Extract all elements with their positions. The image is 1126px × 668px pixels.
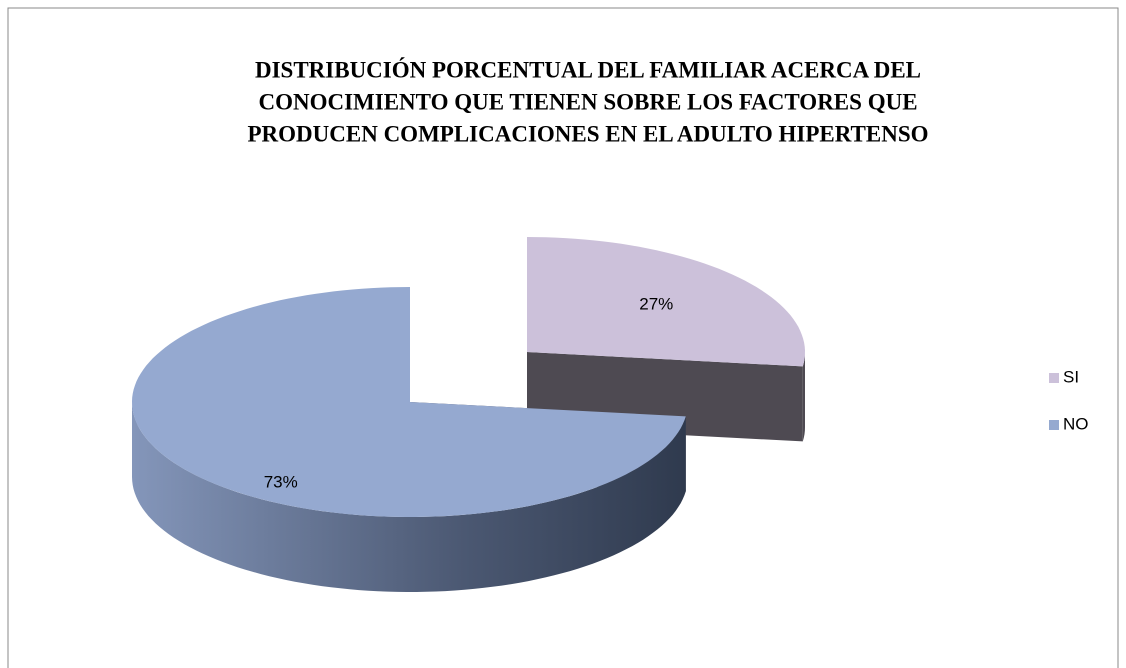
chart-title: PRODUCEN COMPLICACIONES EN EL ADULTO HIP… (247, 121, 928, 146)
slice-side (802, 352, 805, 442)
pie-slice (527, 237, 805, 367)
data-label: 73% (264, 472, 298, 491)
slice-side (132, 402, 686, 592)
legend-swatch (1049, 373, 1059, 383)
pie-slice (132, 287, 686, 517)
data-label: 27% (639, 294, 673, 313)
legend-label: NO (1063, 414, 1089, 433)
legend-swatch (1049, 420, 1059, 430)
chart-title: DISTRIBUCIÓN PORCENTUAL DEL FAMILIAR ACE… (255, 56, 921, 82)
chart-frame (7, 7, 1119, 668)
chart-title: CONOCIMIENTO QUE TIENEN SOBRE LOS FACTOR… (258, 89, 917, 114)
legend-label: SI (1063, 367, 1079, 386)
